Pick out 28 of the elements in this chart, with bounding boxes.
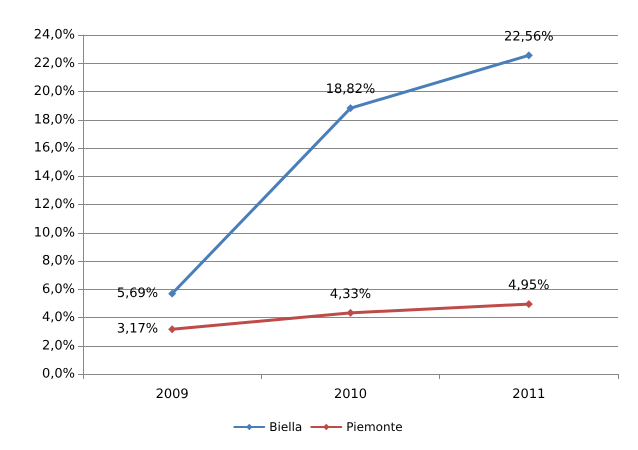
legend-label: Piemonte bbox=[346, 420, 403, 434]
data-label: 4,95% bbox=[508, 278, 550, 294]
y-tick-label: 8,0% bbox=[42, 254, 75, 268]
point bbox=[524, 51, 533, 60]
y-tick-label: 22,0% bbox=[34, 56, 75, 71]
data-label: 18,82% bbox=[326, 82, 376, 98]
legend-label: Biella bbox=[269, 420, 302, 434]
y-tick-label: 20,0% bbox=[34, 84, 75, 99]
y-tick-label: 10,0% bbox=[34, 225, 75, 240]
point bbox=[346, 104, 354, 112]
point bbox=[168, 290, 176, 298]
data-label: 5,69% bbox=[116, 286, 158, 302]
y-tick-label: 16,0% bbox=[34, 140, 75, 156]
y-tick-label: 4,0% bbox=[42, 310, 75, 325]
x-tick-label: 2010 bbox=[334, 387, 368, 402]
y-tick-label: 0,0% bbox=[42, 366, 75, 382]
y-tick-label: 12,0% bbox=[34, 197, 75, 212]
data-label: 3,17% bbox=[116, 322, 158, 337]
data-label: 22,56% bbox=[504, 29, 554, 44]
y-tick-label: 18,0% bbox=[34, 112, 75, 128]
x-tick-label: 2011 bbox=[512, 387, 546, 402]
y-tick-label: 2,0% bbox=[42, 338, 75, 354]
y-tick-label: 24,0% bbox=[34, 28, 75, 42]
y-tick-label: 14,0% bbox=[34, 168, 75, 184]
data-label: 4,33% bbox=[330, 286, 372, 302]
y-tick-label: 6,0% bbox=[42, 282, 75, 297]
x-tick-label: 2009 bbox=[156, 387, 189, 402]
point bbox=[346, 308, 354, 317]
